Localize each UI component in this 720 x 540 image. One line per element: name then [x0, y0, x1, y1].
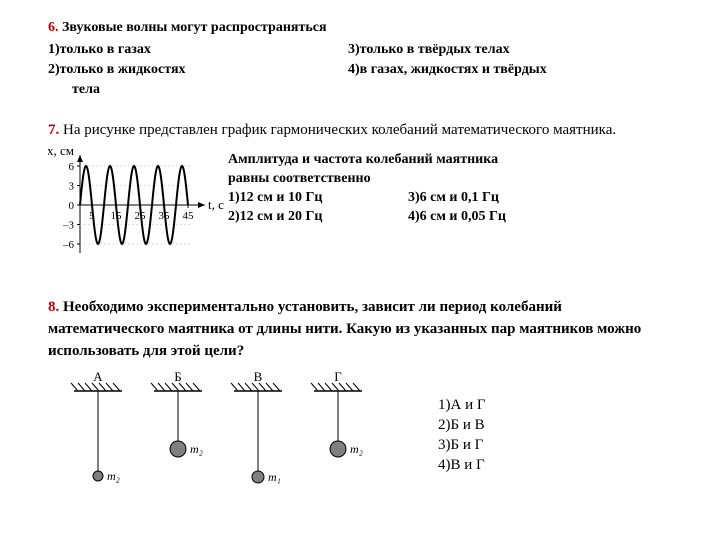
q7-chart: 630–3–6515253545x, смt, с [48, 145, 228, 265]
q7-opt-2: 2)12 см и 20 Гц [228, 208, 408, 227]
q7-line1: Амплитуда и частота колебаний маятника [228, 151, 506, 170]
q6-opt-4: 4)в газах, жидкостях и твёрдых [348, 62, 672, 78]
q7-opt-4: 4)6 см и 0,05 Гц [408, 208, 506, 227]
q8-opt-2: 2)Б и В [438, 415, 486, 435]
svg-text:t, с: t, с [208, 197, 224, 212]
q6-number: 6. [48, 20, 59, 35]
q6-options-row1: 1)только в газах 3)только в твёрдых тела… [48, 42, 672, 58]
q8-opt-4: 4)В и Г [438, 455, 486, 475]
svg-text:6: 6 [69, 161, 75, 173]
q7-line2: равны соответственно [228, 170, 506, 189]
svg-text:45: 45 [183, 210, 195, 222]
q6-opt-3: 3)только в твёрдых телах [348, 42, 672, 58]
q7-number: 7. [48, 122, 59, 138]
svg-text:В: В [254, 369, 263, 384]
svg-text:m₂: m₂ [190, 442, 203, 456]
svg-text:m₂: m₂ [107, 469, 120, 483]
q7-answer-block: Амплитуда и частота колебаний маятника р… [228, 145, 506, 227]
q7-opt-1: 1)12 см и 10 Гц [228, 189, 408, 208]
q6-opt-1: 1)только в газах [48, 42, 348, 58]
q8-text: Необходимо экспериментально установить, … [48, 299, 641, 359]
svg-text:x, см: x, см [48, 145, 74, 158]
q7-opt-3: 3)6 см и 0,1 Гц [408, 189, 499, 208]
q8-figure: Аm₂ Бm₂ Вm₁ Гm₂ [48, 367, 378, 497]
q7-prompt: 7. На рисунке представлен график гармони… [48, 120, 672, 142]
q6-prompt: 6. Звуковые волны могут распространяться [48, 18, 672, 38]
svg-text:0: 0 [69, 200, 75, 212]
q6-options-row2: 2)только в жидкостях 4)в газах, жидкостя… [48, 62, 672, 78]
svg-text:Б: Б [174, 369, 181, 384]
svg-text:А: А [93, 369, 103, 384]
q8-opt-1: 1)А и Г [438, 395, 486, 415]
q6-opt-4-cont: тела [48, 82, 672, 98]
svg-text:m₂: m₂ [350, 442, 363, 456]
svg-text:–6: –6 [62, 239, 75, 251]
svg-text:Г: Г [334, 369, 342, 384]
svg-text:3: 3 [69, 181, 75, 193]
q8-options: 1)А и Г 2)Б и В 3)Б и Г 4)В и Г [378, 367, 486, 476]
svg-text:m₁: m₁ [268, 470, 281, 484]
q6-opt-2: 2)только в жидкостях [48, 62, 348, 78]
q8-number: 8. [48, 299, 59, 315]
q7-text: На рисунке представлен график гармоничес… [63, 122, 616, 138]
q6-text: Звуковые волны могут распространяться [62, 20, 327, 35]
q8-prompt: 8. Необходимо экспериментально установит… [48, 297, 672, 362]
svg-text:–3: –3 [62, 220, 75, 232]
q8-opt-3: 3)Б и Г [438, 435, 486, 455]
